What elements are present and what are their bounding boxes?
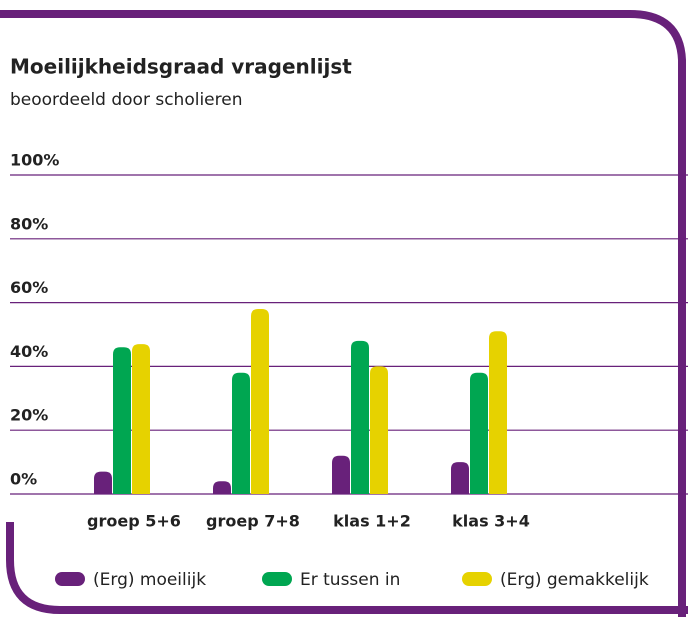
x-tick-label: groep 5+6 — [87, 512, 181, 531]
bar — [113, 347, 131, 494]
legend-swatch — [262, 572, 292, 586]
legend-label: (Erg) gemakkelijk — [500, 570, 649, 590]
legend-swatch — [55, 572, 85, 586]
y-tick-label: 0% — [10, 470, 37, 489]
bar — [370, 366, 388, 494]
bar — [332, 455, 350, 494]
x-tick-label: klas 1+2 — [333, 512, 411, 531]
y-tick-label: 20% — [10, 406, 48, 425]
bar — [489, 331, 507, 494]
bar — [451, 462, 469, 494]
frame-top — [0, 10, 686, 617]
legend-label: Er tussen in — [300, 570, 400, 590]
y-tick-label: 100% — [10, 151, 59, 170]
bar — [94, 471, 112, 494]
bar — [351, 340, 369, 494]
x-tick-label: klas 3+4 — [452, 512, 530, 531]
frame-bottom — [6, 522, 688, 614]
bar — [232, 372, 250, 494]
bar — [132, 344, 150, 494]
chart-title: Moeilijkheidsgraad vragenlijst — [10, 55, 352, 79]
y-tick-label: 80% — [10, 214, 48, 233]
bar — [470, 372, 488, 494]
y-tick-label: 60% — [10, 278, 48, 297]
bar — [251, 308, 269, 494]
y-tick-label: 40% — [10, 342, 48, 361]
chart-subtitle: beoordeeld door scholieren — [10, 90, 243, 110]
x-tick-label: groep 7+8 — [206, 512, 300, 531]
legend-label: (Erg) moeilijk — [93, 570, 206, 590]
legend-swatch — [462, 572, 492, 586]
bar — [213, 481, 231, 494]
